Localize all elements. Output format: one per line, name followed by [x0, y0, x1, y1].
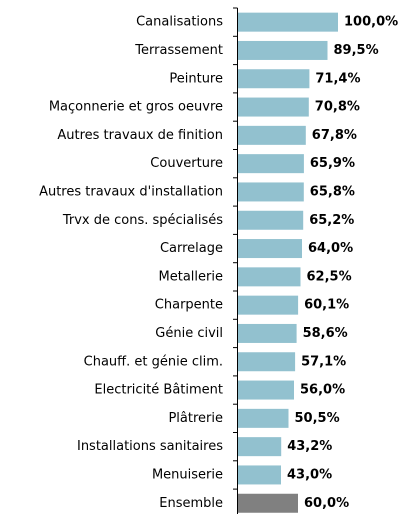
value-label: 50,5%: [295, 411, 340, 426]
value-label: 57,1%: [301, 354, 346, 369]
value-label: 43,2%: [287, 439, 332, 454]
value-label: 100,0%: [344, 15, 398, 30]
category-label: Menuiserie: [152, 467, 223, 482]
value-label: 60,0%: [304, 496, 349, 511]
bar: [238, 465, 281, 485]
category-label: Carrelage: [160, 241, 223, 256]
category-label: Electricité Bâtiment: [94, 383, 223, 398]
value-label: 62,5%: [307, 269, 352, 284]
bar: [238, 267, 301, 287]
value-label: 65,8%: [310, 184, 355, 199]
category-label: Autres travaux de finition: [57, 128, 223, 143]
bar: [238, 154, 304, 174]
value-label: 60,1%: [304, 298, 349, 313]
value-label: 89,5%: [334, 43, 379, 58]
category-label: Trvx de cons. spécialisés: [62, 213, 223, 228]
bar: [238, 323, 297, 343]
bar: [238, 408, 289, 428]
bar: [238, 493, 298, 513]
category-label: Couverture: [150, 156, 223, 171]
bar: [238, 352, 296, 372]
category-label: Terrassement: [134, 43, 223, 58]
category-label: Ensemble: [159, 496, 223, 511]
value-label: 58,6%: [303, 326, 348, 341]
value-label: 70,8%: [315, 100, 360, 115]
category-label: Génie civil: [155, 326, 223, 341]
category-label: Metallerie: [159, 269, 223, 284]
value-label: 43,0%: [287, 467, 332, 482]
category-label: Plâtrerie: [168, 411, 223, 426]
category-label: Canalisations: [136, 15, 223, 30]
bar: [238, 69, 310, 89]
category-label: Charpente: [155, 298, 223, 313]
category-label: Installations sanitaires: [77, 439, 223, 454]
bar: [238, 125, 306, 145]
value-label: 56,0%: [300, 383, 345, 398]
category-label: Chauff. et génie clim.: [84, 354, 223, 369]
bar: [238, 210, 304, 230]
bar: [238, 239, 302, 259]
bar: [238, 40, 328, 60]
bar: [238, 380, 294, 400]
value-label: 71,4%: [315, 71, 360, 86]
bar: [238, 97, 309, 117]
bar: [238, 12, 338, 32]
bar: [238, 437, 282, 457]
category-label: Autres travaux d'installation: [39, 184, 223, 199]
value-label: 65,9%: [310, 156, 355, 171]
value-label: 67,8%: [312, 128, 357, 143]
category-label: Maçonnerie et gros oeuvre: [49, 100, 223, 115]
value-label: 65,2%: [309, 213, 354, 228]
value-label: 64,0%: [308, 241, 353, 256]
category-label: Peinture: [169, 71, 223, 86]
bar: [238, 182, 304, 202]
bar: [238, 295, 299, 315]
